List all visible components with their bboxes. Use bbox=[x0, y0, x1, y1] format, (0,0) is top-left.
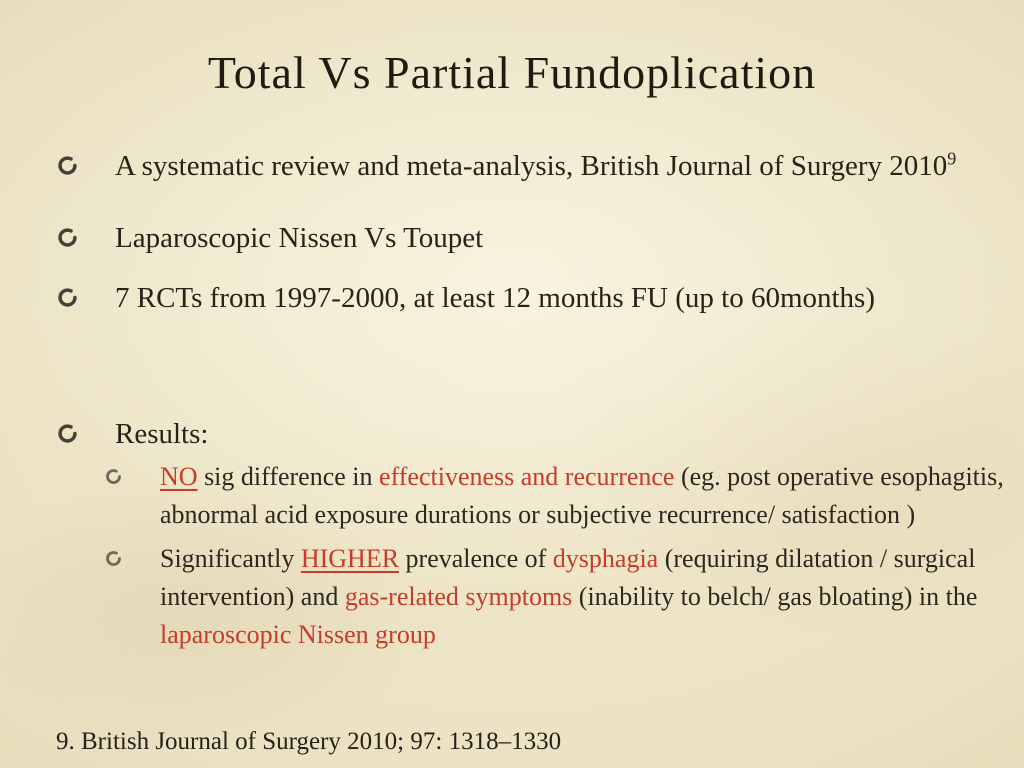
page-title: Total Vs Partial Fundoplication bbox=[207, 47, 817, 98]
bullet-item: Laparoscopic Nissen Vs Toupet bbox=[57, 218, 994, 258]
ring-bullet-icon bbox=[105, 550, 122, 567]
ring-bullet-icon bbox=[57, 155, 78, 176]
emphasis-no: NO bbox=[160, 462, 198, 491]
emphasis-higher: HIGHER bbox=[300, 544, 400, 573]
ring-bullet-icon bbox=[57, 423, 78, 444]
ring-bullet-icon bbox=[105, 468, 122, 485]
emphasis-effectiveness: effectiveness and recurrence bbox=[379, 462, 675, 491]
bullet-text: Results: bbox=[115, 418, 209, 450]
ring-bullet-icon bbox=[57, 287, 78, 308]
bullet-item: A systematic review and meta-analysis, B… bbox=[57, 146, 994, 186]
emphasis-dysphagia: dysphagia bbox=[552, 544, 659, 573]
sub-bullet-text: NO sig difference in effectiveness and r… bbox=[160, 462, 1004, 529]
bullet-item-results: Results: bbox=[57, 414, 994, 454]
bullet-text: 7 RCTs from 1997-2000, at least 12 month… bbox=[115, 282, 876, 314]
bullet-text: A systematic review and meta-analysis, B… bbox=[115, 148, 957, 182]
emphasis-gas-related: gas-related symptoms bbox=[344, 582, 573, 611]
bullet-text: Laparoscopic Nissen Vs Toupet bbox=[115, 222, 484, 254]
bullet-item: 7 RCTs from 1997-2000, at least 12 month… bbox=[57, 278, 994, 318]
ring-bullet-icon bbox=[57, 227, 78, 248]
emphasis-nissen-group: laparoscopic Nissen group bbox=[160, 620, 436, 649]
sub-bullet-item: Significantly HIGHER prevalence of dysph… bbox=[105, 540, 1010, 654]
sub-bullet-item: NO sig difference in effectiveness and r… bbox=[105, 458, 1010, 534]
results-sub-bullets: NO sig difference in effectiveness and r… bbox=[105, 458, 1010, 660]
footnote-citation: 9. British Journal of Surgery 2010; 97: … bbox=[56, 728, 562, 755]
footnote-reference: 9 bbox=[947, 148, 957, 169]
sub-bullet-text: Significantly HIGHER prevalence of dysph… bbox=[160, 544, 978, 649]
